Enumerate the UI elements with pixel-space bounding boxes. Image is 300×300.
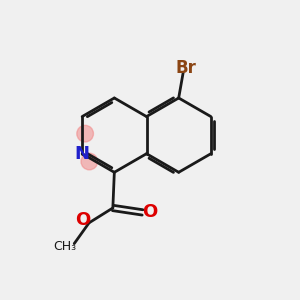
Circle shape — [77, 125, 94, 142]
Text: O: O — [76, 211, 91, 229]
Text: N: N — [75, 145, 90, 163]
Text: Br: Br — [176, 59, 196, 77]
Text: CH₃: CH₃ — [54, 240, 77, 253]
Text: O: O — [142, 203, 158, 221]
Circle shape — [81, 153, 98, 170]
